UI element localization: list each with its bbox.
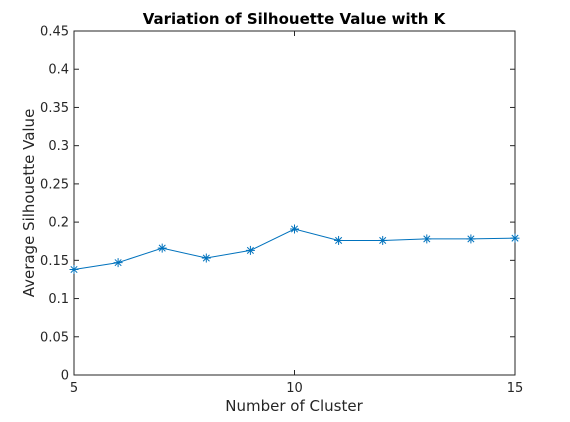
data-point-marker bbox=[157, 243, 167, 253]
y-tick-label: 0.25 bbox=[40, 177, 69, 192]
x-tick-label: 15 bbox=[507, 381, 524, 396]
y-tick-label: 0.35 bbox=[40, 101, 69, 116]
data-point-marker bbox=[422, 234, 432, 244]
chart-title: Variation of Silhouette Value with K bbox=[143, 10, 447, 28]
data-point-marker bbox=[113, 258, 123, 268]
data-point-marker bbox=[245, 245, 255, 255]
y-tick-label: 0.15 bbox=[40, 254, 69, 269]
x-axis-title: Number of Cluster bbox=[225, 397, 363, 415]
x-axis: 5 10 15 bbox=[70, 31, 523, 396]
data-point-marker bbox=[290, 224, 299, 234]
data-point-marker bbox=[510, 233, 520, 243]
y-axis-title: Average Silhouette Value bbox=[20, 109, 38, 298]
data-point-marker bbox=[466, 234, 476, 244]
y-tick-label: 0.45 bbox=[40, 25, 69, 40]
data-point-marker bbox=[378, 235, 388, 245]
y-tick-label: 0.05 bbox=[40, 330, 69, 345]
series-layer bbox=[69, 224, 520, 275]
data-point-marker bbox=[334, 235, 344, 245]
y-tick-label: 0.1 bbox=[48, 292, 69, 307]
data-point-marker bbox=[201, 253, 211, 263]
y-tick-label: 0.2 bbox=[48, 216, 69, 231]
y-axis: 0 0.05 0.1 0.15 0.2 0.25 0.3 0.35 0.4 0.45 bbox=[40, 25, 515, 384]
x-tick-label: 5 bbox=[70, 381, 78, 396]
y-tick-label: 0.3 bbox=[48, 139, 69, 154]
plot-area bbox=[73, 30, 516, 376]
data-point-marker bbox=[69, 265, 79, 275]
y-tick-label: 0 bbox=[61, 369, 69, 384]
x-tick-label: 10 bbox=[286, 381, 303, 396]
y-tick-label: 0.4 bbox=[48, 63, 69, 78]
